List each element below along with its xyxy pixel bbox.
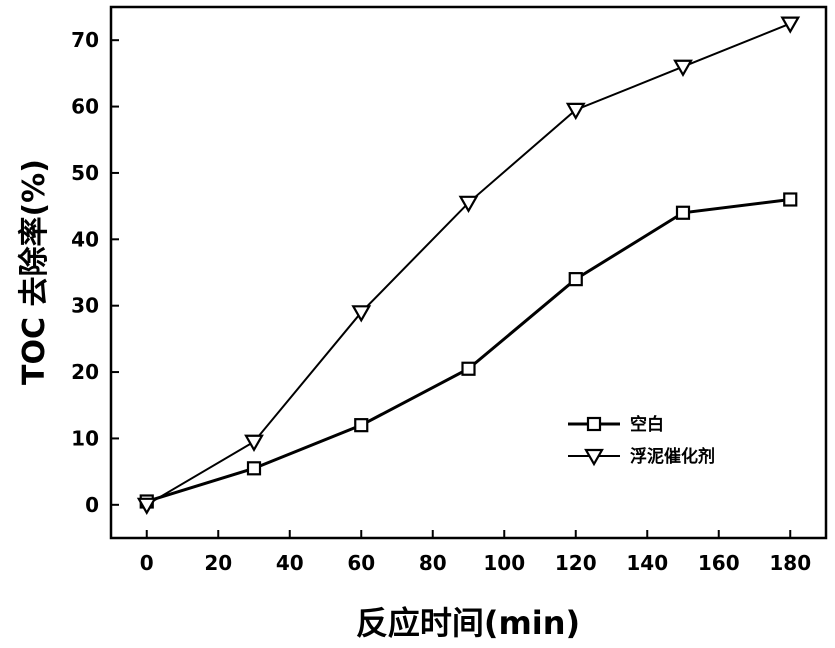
data-point-square — [675, 205, 691, 220]
x-tick-label: 140 — [626, 551, 668, 575]
y-axis-ticks: 0 10 20 30 40 50 60 70 — [71, 28, 119, 517]
x-tick-label: 0 — [140, 551, 154, 575]
series-line — [146, 22, 791, 506]
y-tick-label: 10 — [71, 426, 99, 450]
legend-marker-square — [586, 416, 602, 432]
y-tick-label: 70 — [71, 28, 99, 52]
x-tick-label: 40 — [276, 551, 304, 575]
series-triangle-down — [136, 16, 801, 516]
y-tick-label: 0 — [85, 493, 99, 517]
data-point-square — [783, 192, 798, 207]
legend-label: 浮泥催化剂 — [630, 446, 715, 467]
data-point-triangle-down — [244, 434, 264, 452]
data-point-square — [354, 418, 369, 433]
data-point-triangle-down — [136, 497, 157, 516]
data-point-triangle-down — [458, 195, 479, 214]
y-tick-label: 30 — [71, 294, 99, 318]
legend-marker-triangle-down — [584, 448, 604, 467]
x-tick-label: 160 — [698, 551, 740, 575]
y-axis-title: TOC 去除率(%) — [17, 159, 52, 385]
legend-label: 空白 — [630, 414, 664, 435]
x-tick-label: 100 — [483, 551, 525, 575]
x-tick-label: 120 — [555, 551, 597, 575]
x-axis-ticks: 0 20 40 60 80 100 120 140 160 180 — [140, 530, 811, 575]
x-tick-label: 80 — [419, 551, 447, 575]
y-tick-label: 60 — [71, 95, 99, 119]
data-point-triangle-down — [565, 102, 586, 121]
y-tick-label: 20 — [71, 360, 99, 384]
series-layer — [136, 16, 801, 516]
data-point-triangle-down — [780, 16, 801, 34]
y-tick-label: 50 — [71, 161, 99, 185]
x-tick-label: 60 — [347, 551, 375, 575]
data-point-square — [246, 461, 262, 476]
x-tick-label: 20 — [204, 551, 232, 575]
data-point-triangle-down — [673, 59, 693, 77]
series-square — [139, 192, 798, 509]
y-tick-label: 40 — [71, 227, 99, 251]
data-point-square — [461, 361, 476, 376]
x-axis-title: 反应时间(min) — [356, 604, 580, 642]
x-tick-label: 180 — [769, 551, 811, 575]
plot-frame — [109, 5, 828, 540]
data-point-square — [568, 272, 583, 287]
data-point-triangle-down — [351, 305, 372, 323]
